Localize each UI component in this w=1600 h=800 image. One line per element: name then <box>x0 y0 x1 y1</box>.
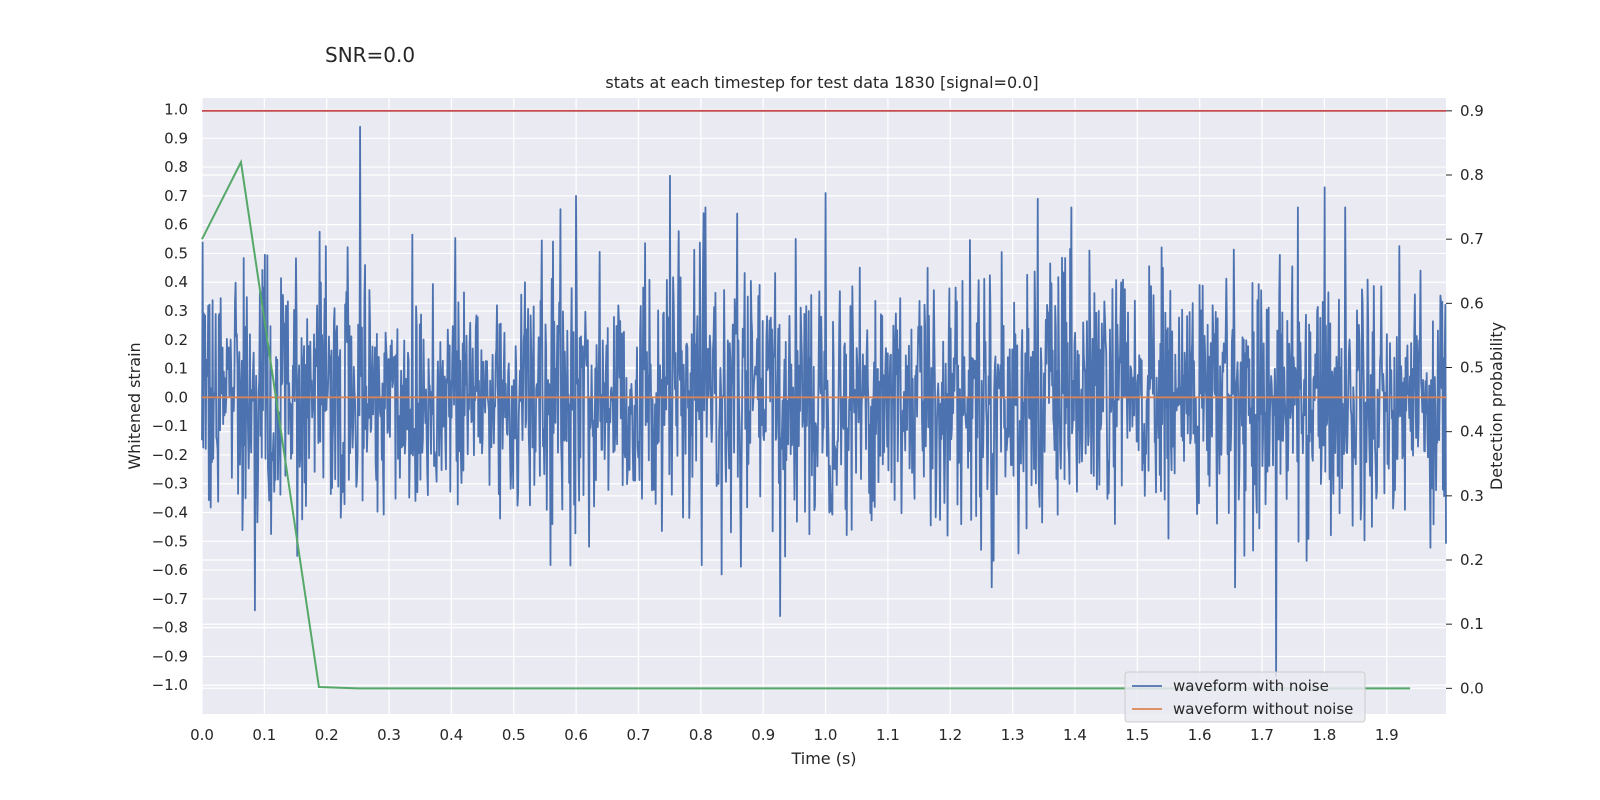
y-right-tick-label: 0.6 <box>1460 294 1484 312</box>
y-left-tick-label: 0.7 <box>164 187 188 205</box>
y-left-tick-label: −0.9 <box>152 647 188 665</box>
y-left-tick-label: −0.7 <box>152 590 188 608</box>
y-left-tick-label: −0.6 <box>152 561 188 579</box>
x-tick-label: 0.9 <box>751 726 775 744</box>
y-left-tick-label: −1.0 <box>152 676 188 694</box>
y-left-tick-label: −0.4 <box>152 504 188 522</box>
y-right-tick-label: 0.1 <box>1460 615 1484 633</box>
x-tick-label: 0.8 <box>689 726 713 744</box>
series-waveform-with-noise <box>201 125 1447 678</box>
y-left-tick-label: 0.3 <box>164 302 188 320</box>
y-left-tick-label: 0.6 <box>164 216 188 234</box>
x-tick-label: 0.1 <box>252 726 276 744</box>
y-right-tick-label: 0.7 <box>1460 230 1484 248</box>
y-left-tick-label: −0.2 <box>152 446 188 464</box>
y-left-tick-label: 1.0 <box>164 101 188 119</box>
y-right-tick-label: 0.5 <box>1460 359 1484 377</box>
x-tick-label: 1.1 <box>876 726 900 744</box>
y-left-tick-label: −0.8 <box>152 619 188 637</box>
legend-box <box>1124 671 1366 723</box>
x-tick-label: 1.6 <box>1188 726 1212 744</box>
y-left-tick-label: −0.5 <box>152 532 188 550</box>
y-left-tick-label: 0.4 <box>164 273 188 291</box>
y-right-tick-label: 0.2 <box>1460 551 1484 569</box>
x-tick-label: 0.5 <box>502 726 526 744</box>
legend-label-noise: waveform with noise <box>1173 677 1329 695</box>
x-tick-label: 1.0 <box>814 726 838 744</box>
x-tick-label: 1.8 <box>1312 726 1336 744</box>
suptitle: SNR=0.0 <box>325 43 415 67</box>
legend: waveform with noise waveform without noi… <box>1124 671 1366 723</box>
y-left-tick-label: 0.5 <box>164 244 188 262</box>
y-right-axis-ticks: 0.9 0.8 0.7 0.6 0.5 0.4 0.3 0.2 0.1 0.0 <box>1446 102 1484 697</box>
y-left-axis-ticks: 1.0 0.9 0.8 0.7 0.6 0.5 0.4 0.3 0.2 0.1 0.0 −0.1 −0.… <box>152 101 188 695</box>
x-tick-label: 1.2 <box>938 726 962 744</box>
y-left-tick-label: 0.9 <box>164 129 188 147</box>
y-right-tick-label: 0.8 <box>1460 166 1484 184</box>
x-axis-label: Time (s) <box>790 749 856 768</box>
x-tick-label: 0.3 <box>377 726 401 744</box>
x-tick-label: 1.5 <box>1125 726 1149 744</box>
legend-label-clean: waveform without noise <box>1173 700 1353 718</box>
x-tick-label: 0.2 <box>315 726 339 744</box>
x-tick-label: 1.4 <box>1063 726 1087 744</box>
y-right-tick-label: 0.3 <box>1460 487 1484 505</box>
y-left-tick-label: −0.1 <box>152 417 188 435</box>
y-left-tick-label: 0.2 <box>164 331 188 349</box>
y-left-tick-label: −0.3 <box>152 475 188 493</box>
x-tick-label: 1.3 <box>1001 726 1025 744</box>
y-right-tick-label: 0.0 <box>1460 679 1484 697</box>
y-left-tick-label: 0.8 <box>164 158 188 176</box>
y-right-tick-label: 0.4 <box>1460 423 1484 441</box>
y-left-tick-label: 0.1 <box>164 360 188 378</box>
y-right-axis-label: Detection probability <box>1487 322 1506 490</box>
y-left-tick-label: 0.0 <box>164 388 188 406</box>
x-axis-ticks: 0.0 0.1 0.2 0.3 0.4 0.5 0.6 0.7 0.8 0.9 1.0 1.1 1.2 1… <box>190 726 1399 744</box>
y-left-axis-label: Whitened strain <box>125 342 144 469</box>
x-tick-label: 0.6 <box>564 726 588 744</box>
y-right-tick-label: 0.9 <box>1460 102 1484 120</box>
x-tick-label: 1.9 <box>1375 726 1399 744</box>
chart-title: stats at each timestep for test data 183… <box>605 73 1038 92</box>
x-tick-label: 0.4 <box>439 726 463 744</box>
x-tick-label: 0.7 <box>627 726 651 744</box>
x-tick-label: 0.0 <box>190 726 214 744</box>
x-tick-label: 1.7 <box>1250 726 1274 744</box>
